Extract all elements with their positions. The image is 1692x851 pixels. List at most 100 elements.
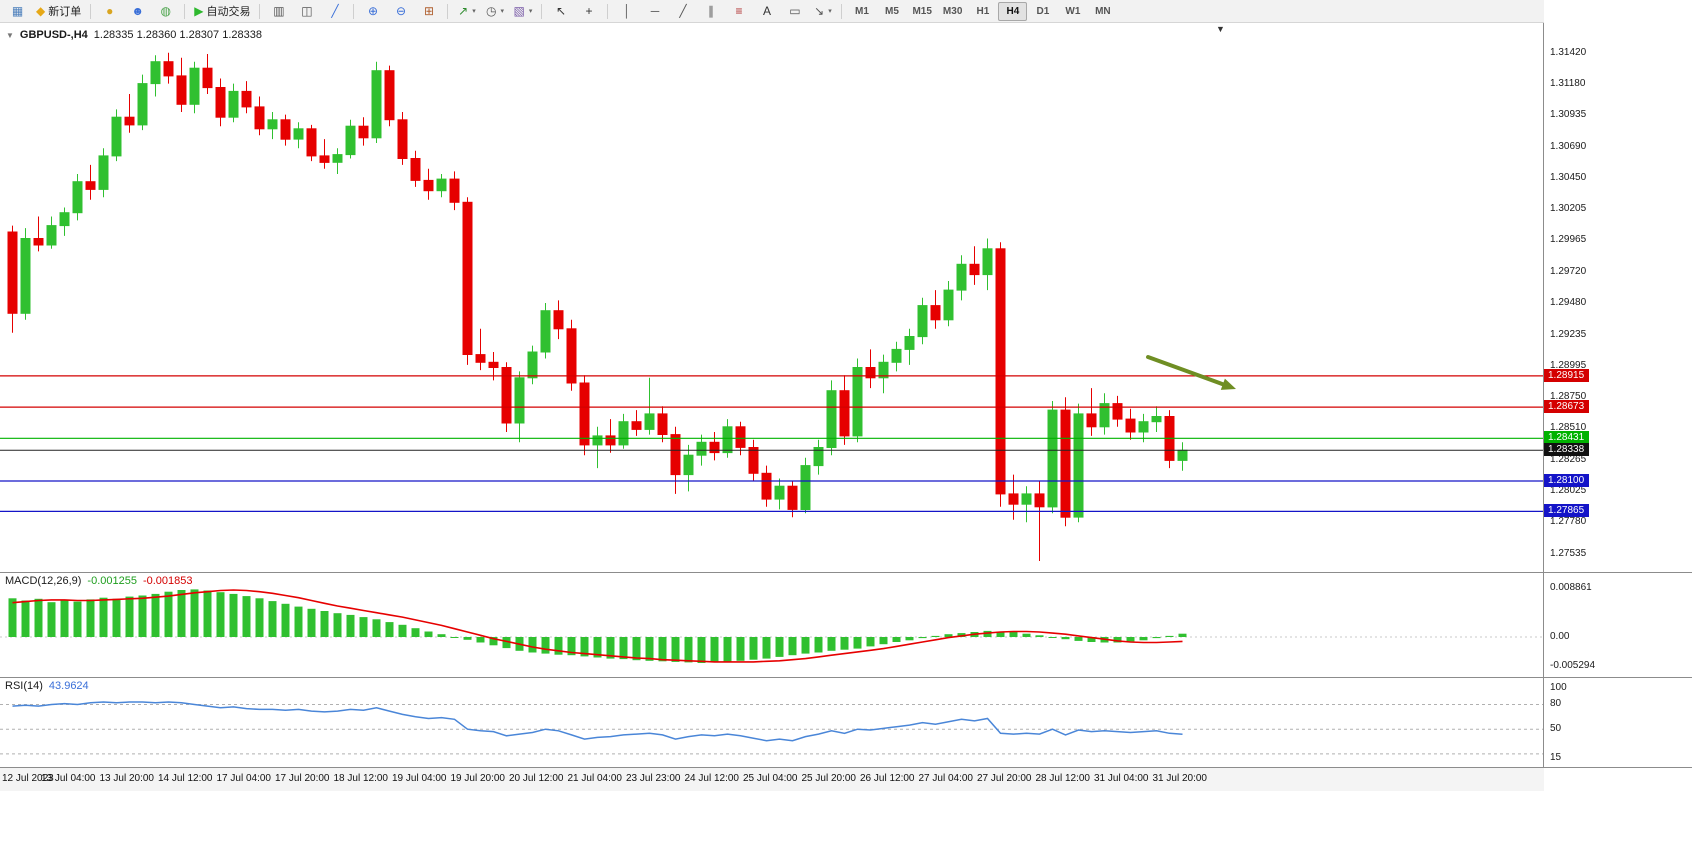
candlestick-chart-button[interactable]: ◫ xyxy=(293,1,320,22)
macd-histogram xyxy=(8,589,1187,663)
bar-chart-button[interactable]: ▥ xyxy=(265,1,292,22)
profiles-icon: ☻ xyxy=(131,4,145,18)
rsi-axis-tick: 50 xyxy=(1550,723,1562,735)
line-chart-icon: ╱ xyxy=(331,4,339,18)
time-label: 25 Jul 20:00 xyxy=(801,773,857,784)
periods-button[interactable]: ◷ ▾ xyxy=(481,1,508,22)
rsi-value: 43.9624 xyxy=(48,680,89,692)
time-label: 13 Jul 04:00 xyxy=(41,773,96,784)
time-label: 31 Jul 20:00 xyxy=(1152,773,1208,784)
new-chart-button[interactable]: ▦ xyxy=(4,1,31,22)
price-badge: 1.27865 xyxy=(1544,504,1590,518)
time-label: 26 Jul 12:00 xyxy=(860,773,915,784)
macd-signal-line xyxy=(12,589,1183,663)
price-axis[interactable]: 1.28915 1.28673 1.28431 1.28100 1.27865 1.283… xyxy=(1544,0,1692,791)
autotrading-button[interactable]: ▶ 自动交易 xyxy=(190,1,254,22)
price-badge: 1.28100 xyxy=(1544,474,1590,488)
toolbar-left-group: ▦ ◆ 新订单 ● ☻ ◍ ▶ 自动交易 ▥ ◫ ╱ ⊕ ⊖ ⊞ ↗ ▾ ◷ ▾ ▧ ▾ ↖ + │ ─ ╱ ∥ ≡ A ▭ ↘ ▾ M1 M5… xyxy=(4,1,1117,22)
timeframe-m15-button-label: M15 xyxy=(912,5,932,17)
panel-splitter[interactable] xyxy=(0,572,1692,573)
vertical-line-button[interactable]: │ xyxy=(613,1,640,22)
timeframe-m30-button[interactable]: M30 xyxy=(938,2,967,21)
time-label: 12 Jul 2023 xyxy=(2,773,54,784)
bar-chart-icon: ▥ xyxy=(273,4,285,18)
toolbar-separator xyxy=(90,3,92,19)
zoom-out-button[interactable]: ⊖ xyxy=(387,1,414,22)
tile-windows-icon: ⊞ xyxy=(423,4,434,18)
macd-signal-value: -0.001853 xyxy=(142,575,193,587)
timeframe-m5-button-label: M5 xyxy=(885,5,899,17)
indicators-button[interactable]: ↗ ▾ xyxy=(453,1,480,22)
autotrading-play-icon: ▶ xyxy=(194,4,204,18)
crosshair-button[interactable]: + xyxy=(575,1,602,22)
price-tick: 1.30690 xyxy=(1550,140,1587,152)
new-order-button[interactable]: ◆ 新订单 xyxy=(32,1,85,22)
macd-main-value: -0.001255 xyxy=(87,575,137,587)
price-axis-border xyxy=(1543,23,1544,768)
timeframe-m1-button[interactable]: M1 xyxy=(847,2,876,21)
new-order-button-label: 新订单 xyxy=(48,6,82,18)
dropdown-caret-icon: ▾ xyxy=(528,8,533,15)
price-badge: 1.28915 xyxy=(1544,368,1590,382)
timeframe-mn-button-label: MN xyxy=(1095,5,1111,17)
chart-symbol-title: GBPUSD-,H4 xyxy=(19,29,88,41)
text-button[interactable]: A xyxy=(753,1,780,22)
timeframe-h4-button[interactable]: H4 xyxy=(998,1,1028,21)
one-click-trading-toggle-icon[interactable]: ▼ xyxy=(6,30,14,40)
tile-windows-button[interactable]: ⊞ xyxy=(415,1,442,22)
rsi-axis-tick: 100 xyxy=(1550,682,1567,693)
templates-button[interactable]: ▧ ▾ xyxy=(509,1,536,22)
arrows-button[interactable]: ↘ ▾ xyxy=(809,1,836,22)
time-label: 23 Jul 23:00 xyxy=(626,773,681,784)
gold-coin-icon: ● xyxy=(106,4,114,18)
indicators-icon: ↗ xyxy=(458,4,469,18)
panel-splitter[interactable] xyxy=(0,677,1692,678)
time-label: 28 Jul 12:00 xyxy=(1035,773,1091,784)
text-label-icon: ▭ xyxy=(789,4,801,18)
price-tick: 1.28265 xyxy=(1550,453,1587,465)
rsi-header: RSI(14) 43.9624 xyxy=(5,680,89,692)
horizontal-lines-layer[interactable] xyxy=(0,375,1543,512)
horizontal-line-icon: ─ xyxy=(650,4,660,18)
text-label-button[interactable]: ▭ xyxy=(781,1,808,22)
macd-axis-tick: 0.008861 xyxy=(1550,581,1592,593)
template-icon: ▧ xyxy=(513,4,525,18)
price-tick: 1.28750 xyxy=(1550,391,1587,403)
timeframe-mn-button[interactable]: MN xyxy=(1088,2,1117,21)
trendline-button[interactable]: ╱ xyxy=(669,1,696,22)
webterminal-button[interactable]: ◍ xyxy=(152,1,179,22)
chart-shift-marker-icon[interactable]: ▼ xyxy=(1216,24,1225,34)
timeframe-m15-button[interactable]: M15 xyxy=(907,2,936,21)
time-label: 27 Jul 20:00 xyxy=(977,773,1032,784)
price-badge: 1.28338 xyxy=(1544,443,1590,457)
line-chart-button[interactable]: ╱ xyxy=(321,1,348,22)
price-tick: 1.28995 xyxy=(1550,359,1587,371)
price-tick: 1.29235 xyxy=(1550,328,1587,340)
main-chart-panel[interactable] xyxy=(0,23,1543,572)
timeframe-w1-button[interactable]: W1 xyxy=(1058,2,1087,21)
timeframe-d1-button[interactable]: D1 xyxy=(1028,2,1057,21)
profiles-button[interactable]: ☻ xyxy=(124,1,151,22)
horizontal-line-button[interactable]: ─ xyxy=(641,1,668,22)
crosshair-icon: + xyxy=(585,4,593,18)
fibonacci-button[interactable]: ≡ xyxy=(725,1,752,22)
timeframe-m5-button[interactable]: M5 xyxy=(877,2,906,21)
macd-panel[interactable] xyxy=(0,573,1543,677)
timeframe-h1-button[interactable]: H1 xyxy=(968,2,997,21)
time-label: 24 Jul 12:00 xyxy=(684,773,740,784)
time-axis[interactable]: 12 Jul 2023 13 Jul 04:00 13 Jul 20:00 14 Ju… xyxy=(0,768,1692,791)
time-label: 14 Jul 12:00 xyxy=(158,773,213,784)
rsi-panel[interactable] xyxy=(0,678,1543,767)
trend-arrow-annotation[interactable] xyxy=(1146,355,1236,390)
dropdown-caret-icon: ▾ xyxy=(500,8,504,15)
zoom-in-button[interactable]: ⊕ xyxy=(359,1,386,22)
cursor-button[interactable]: ↖ xyxy=(547,1,574,22)
time-label: 17 Jul 20:00 xyxy=(275,773,330,784)
timeframe-h1-button-label: H1 xyxy=(976,5,990,17)
price-tick: 1.30205 xyxy=(1550,203,1587,215)
gold-button[interactable]: ● xyxy=(96,1,123,22)
channel-button[interactable]: ∥ xyxy=(697,1,724,22)
panel-splitter[interactable] xyxy=(0,767,1692,768)
main-toolbar: ▦ ◆ 新订单 ● ☻ ◍ ▶ 自动交易 ▥ ◫ ╱ ⊕ ⊖ ⊞ ↗ ▾ ◷ ▾ ▧ ▾ ↖ + │ ─ ╱ ∥ ≡ A ▭ ↘ ▾ M1 M5… xyxy=(0,0,1692,23)
